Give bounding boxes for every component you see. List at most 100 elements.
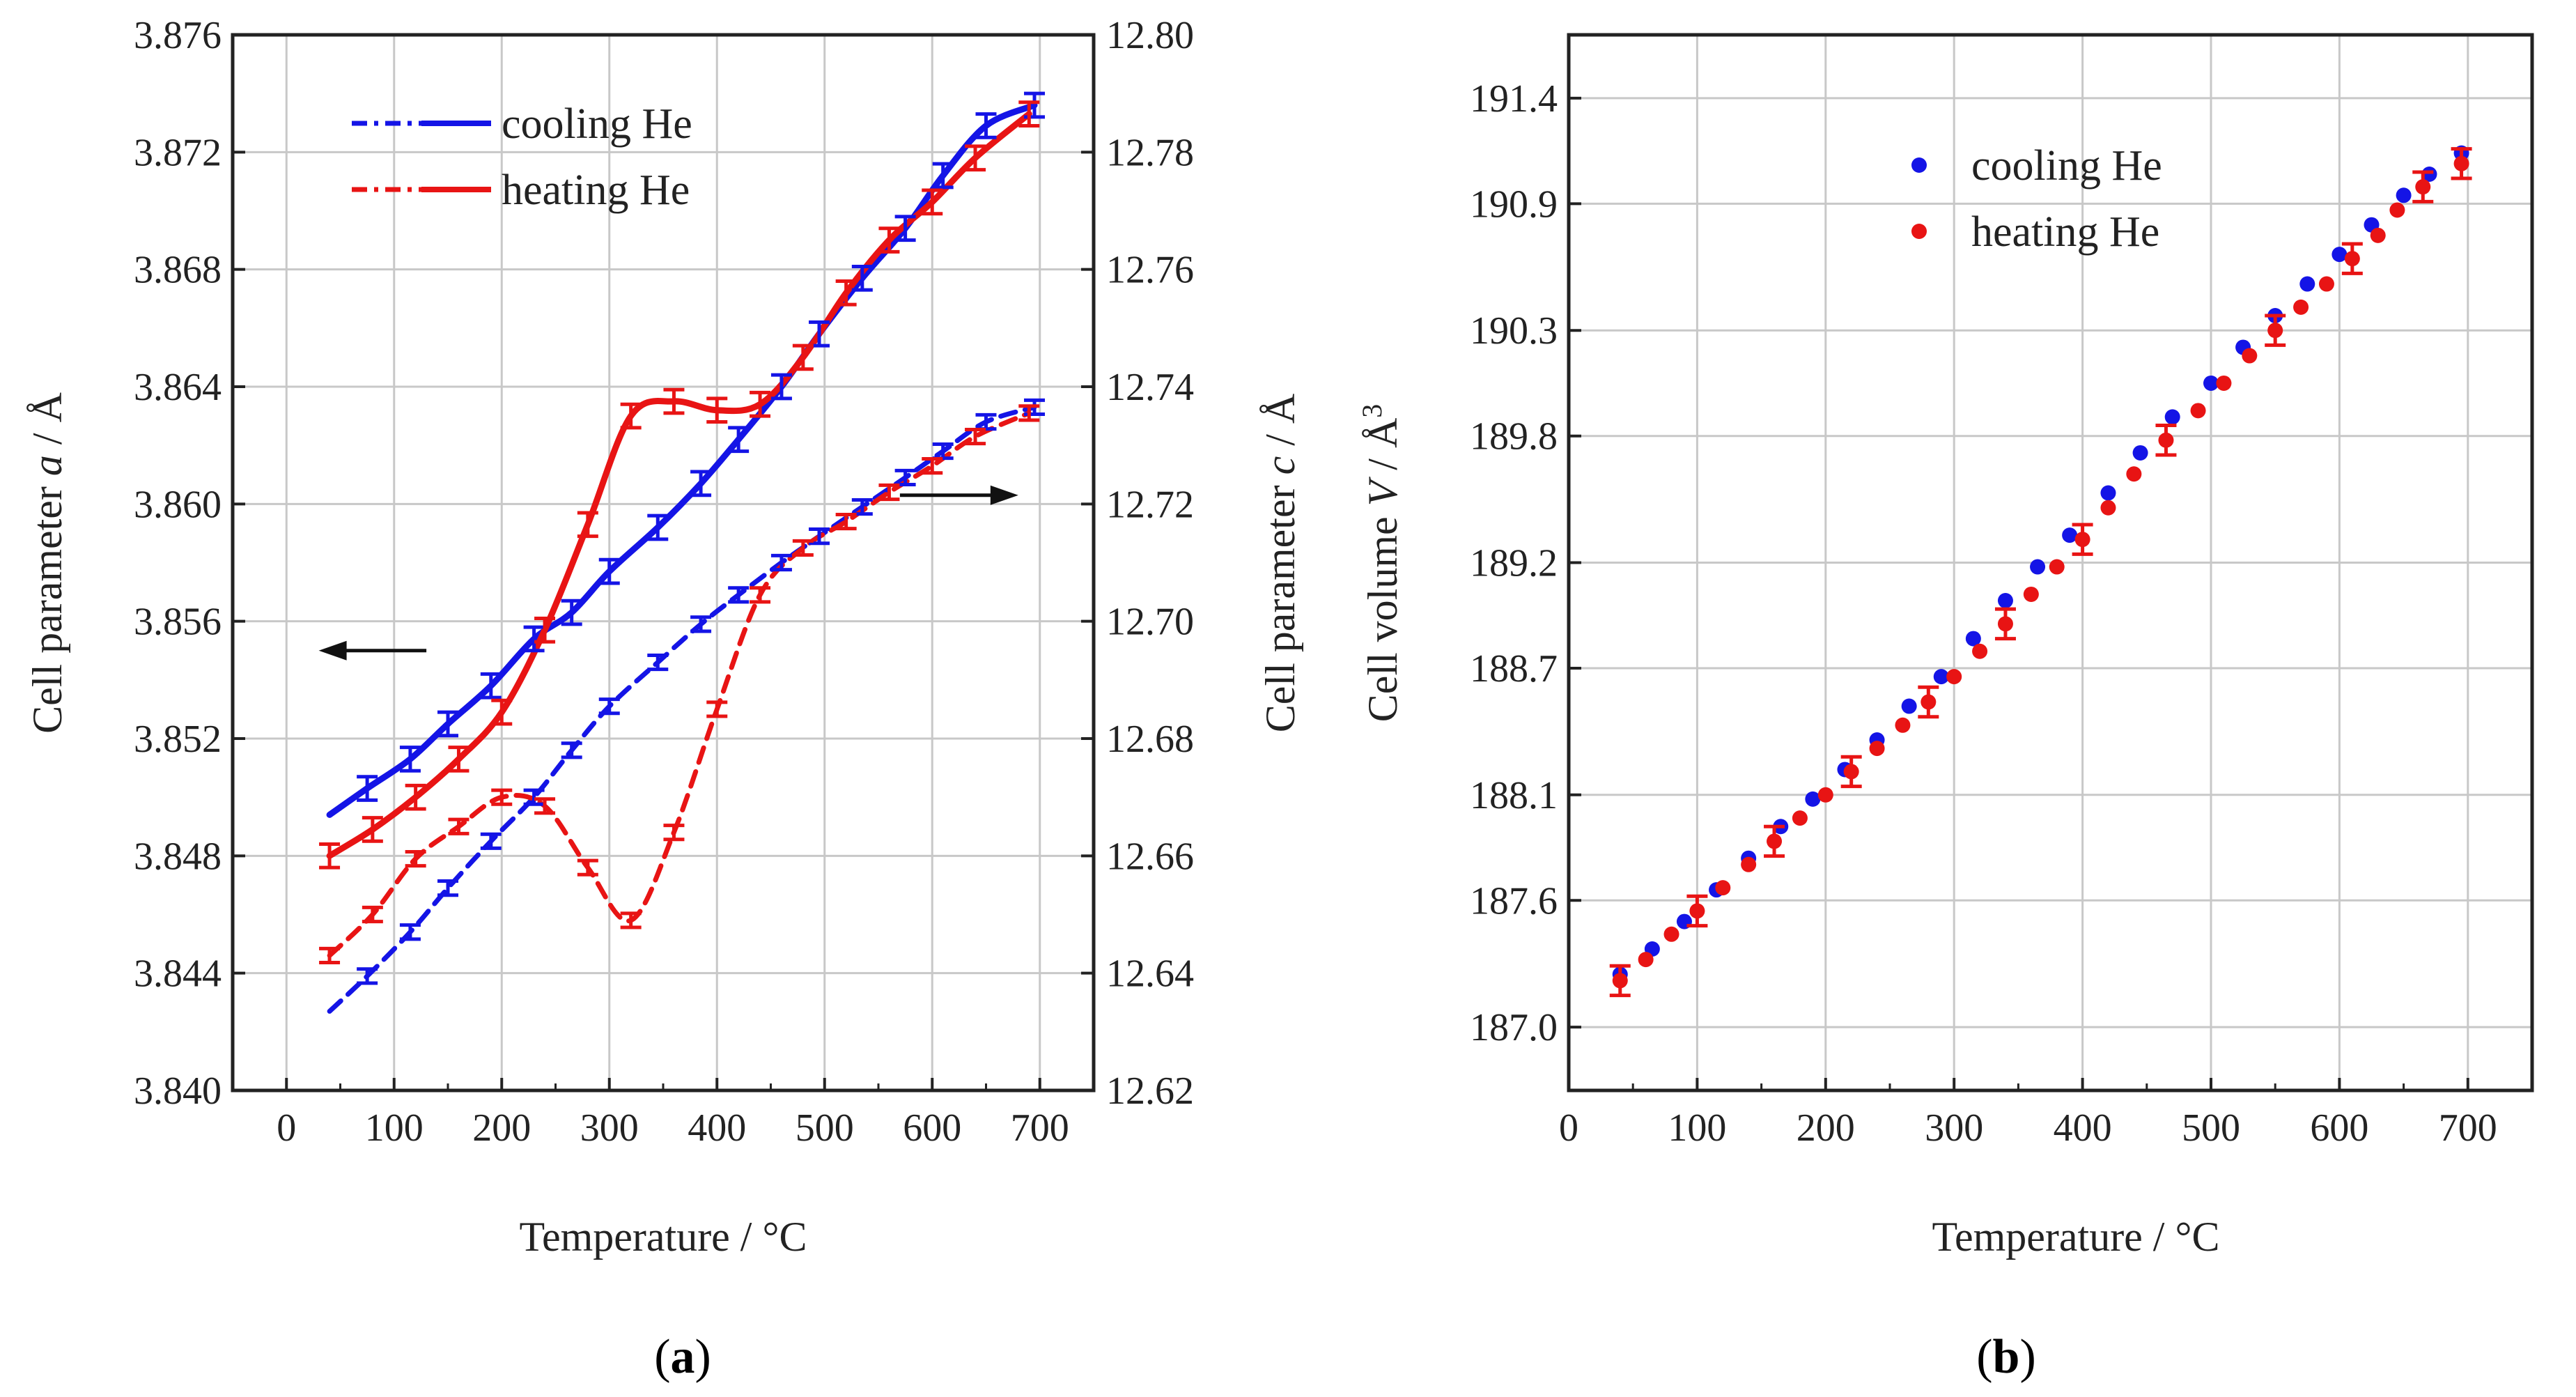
legend-b-heating-label: heating He [1971, 208, 2159, 256]
panel-a-chart: 0 100 200 300 400 500 600 700 3.8403.8443.8483.… [24, 14, 1303, 1384]
panel-b-legend: cooling He heating He [1911, 142, 2162, 256]
a-ytick-right-label-12.74: 12.74 [1106, 366, 1194, 409]
legend-b-cooling-label: cooling He [1971, 142, 2162, 190]
b-series-1-point-8 [1817, 787, 1833, 803]
b-xtick-label-600: 600 [2310, 1106, 2368, 1150]
a-ytick-right-label-12.66: 12.66 [1106, 835, 1194, 878]
a-xtick-label-600: 600 [903, 1106, 961, 1150]
panel-a-left-tick-labels: 3.840 3.844 3.848 3.852 3.856 3.860 3.864 3.868… [134, 14, 222, 1113]
a-xtick-label-200: 200 [472, 1106, 531, 1150]
legend-entry-heating: heating He [352, 167, 690, 214]
a-xtick-label-700: 700 [1011, 1106, 1069, 1150]
a-ytick-right-label-12.80: 12.80 [1106, 14, 1194, 57]
b-xtick-label-0: 0 [1559, 1106, 1578, 1150]
legend-b-entry-heating: heating He [1911, 208, 2159, 256]
panel-b-x-axis-title: Temperature / °C [1932, 1214, 2220, 1260]
a-ytick-left-label-3.872: 3.872 [134, 131, 222, 174]
a-ytick-left-label-3.856: 3.856 [134, 601, 222, 644]
a-ytick-right-label-12.68: 12.68 [1106, 718, 1194, 761]
b-series-0-point-13 [2030, 559, 2046, 575]
a-xtick-label-100: 100 [365, 1106, 424, 1150]
b-ytick-label-191.4: 191.4 [1470, 77, 1558, 121]
a-ytick-left-label-3.860: 3.860 [134, 483, 222, 526]
b-series-1-point-7 [1792, 810, 1808, 826]
b-series-1-point-30 [2389, 202, 2405, 218]
panel-b-caption: (b) [1976, 1330, 2036, 1384]
b-series-1-point-10 [1869, 741, 1885, 757]
b-xtick-label-500: 500 [2182, 1106, 2240, 1150]
panel-a-x-tick-labels: 0 100 200 300 400 500 600 700 [277, 1106, 1069, 1150]
panel-a-caption: (a) [654, 1330, 711, 1384]
b-series-1-point-17 [2049, 559, 2065, 575]
b-series-1-point-22 [2190, 403, 2206, 419]
panel-b-chart: 0 100 200 300 400 500 600 700 187.0187.6188.118… [1356, 33, 2534, 1384]
legend-cooling-label: cooling He [502, 100, 692, 148]
b-ytick-label-189.8: 189.8 [1470, 415, 1558, 458]
panel-a-x-axis-title: Temperature / °C [520, 1214, 807, 1260]
a-ytick-left-label-3.876: 3.876 [134, 14, 222, 57]
b-series-0-point-22 [2331, 247, 2348, 263]
b-xtick-label-400: 400 [2054, 1106, 2112, 1150]
b-ytick-label-189.2: 189.2 [1470, 542, 1558, 585]
b-series-1-point-4 [1715, 880, 1731, 896]
a-ytick-left-label-3.848: 3.848 [134, 835, 222, 878]
a-ytick-right-label-12.78: 12.78 [1106, 131, 1194, 174]
b-series-0-point-18 [2203, 375, 2219, 391]
a-ytick-left-label-3.840: 3.840 [134, 1070, 222, 1113]
b-series-0-point-17 [2164, 409, 2180, 425]
b-series-1-point-1 [1638, 952, 1654, 968]
a-arrow-left-head [318, 640, 347, 661]
b-series-1-point-11 [1895, 717, 1911, 733]
b-series-1-point-24 [2242, 348, 2258, 364]
b-series-0-point-16 [2132, 445, 2148, 461]
b-xtick-label-700: 700 [2439, 1106, 2497, 1150]
a-ytick-left-label-3.844: 3.844 [134, 952, 222, 996]
a-ytick-right-label-12.70: 12.70 [1106, 601, 1194, 644]
b-ytick-label-190.3: 190.3 [1470, 309, 1558, 353]
b-series-1-point-27 [2318, 276, 2334, 292]
a-ytick-right-label-12.64: 12.64 [1106, 952, 1194, 996]
a-ytick-right-label-12.72: 12.72 [1106, 483, 1194, 526]
a-ytick-left-label-3.852: 3.852 [134, 718, 222, 761]
panel-b-errorbars [1609, 147, 2472, 998]
a-xtick-label-500: 500 [796, 1106, 854, 1150]
panel-a-right-axis-title: Cell parameter c / Å [1257, 394, 1303, 732]
panel-b-ticks [1567, 96, 2534, 1090]
b-series-1-point-2 [1663, 926, 1679, 942]
b-series-1-point-26 [2293, 299, 2309, 315]
b-xtick-label-100: 100 [1668, 1106, 1726, 1150]
panel-b-y-axis-title: Cell volume V / Å3 [1356, 404, 1406, 723]
b-series-0-point-15 [2100, 485, 2116, 501]
b-series-0-point-24 [2396, 187, 2412, 203]
b-series-0-point-21 [2299, 276, 2315, 292]
b-series-1-point-5 [1741, 856, 1757, 872]
panel-a-ticks [231, 33, 1095, 1092]
legend-heating-label: heating He [502, 167, 690, 214]
panel-b-x-tick-labels: 0 100 200 300 400 500 600 700 [1559, 1106, 2497, 1150]
b-series-1-point-20 [2126, 466, 2142, 482]
b-series-1-point-19 [2100, 500, 2116, 516]
b-series-0-point-11 [1965, 631, 1981, 647]
b-series-0-point-6 [1805, 791, 1821, 807]
b-series-1-point-14 [1972, 643, 1988, 659]
panel-a-axis-arrows [318, 485, 1018, 661]
panel-a-right-tick-labels: 12.62 12.64 12.66 12.68 12.70 12.72 12.74 12.76… [1106, 14, 1194, 1113]
panel-b-y-tick-labels: 187.0 187.6 188.1 188.7 189.2 189.8 190.3 190.9… [1470, 77, 1558, 1049]
b-ytick-label-190.9: 190.9 [1470, 183, 1558, 226]
panel-a-errorbars [319, 91, 1046, 985]
b-xtick-label-200: 200 [1797, 1106, 1855, 1150]
b-ytick-label-187.0: 187.0 [1470, 1006, 1558, 1049]
b-series-0-point-9 [1901, 698, 1917, 714]
a-ytick-right-label-12.62: 12.62 [1106, 1070, 1194, 1113]
panel-a-legend: cooling He heating He [352, 100, 692, 214]
b-series-0-point-12 [1997, 593, 2013, 609]
b-series-0-point-10 [1933, 669, 1949, 685]
a-arrow-right-head [990, 485, 1018, 505]
a-xtick-label-0: 0 [277, 1106, 296, 1150]
b-ytick-label-188.1: 188.1 [1470, 774, 1558, 817]
a-ytick-left-label-3.868: 3.868 [134, 249, 222, 292]
panel-a-left-axis-title: Cell parameter a / Å [24, 392, 70, 734]
b-series-1-point-23 [2216, 375, 2232, 391]
legend-b-entry-cooling: cooling He [1911, 142, 2162, 190]
